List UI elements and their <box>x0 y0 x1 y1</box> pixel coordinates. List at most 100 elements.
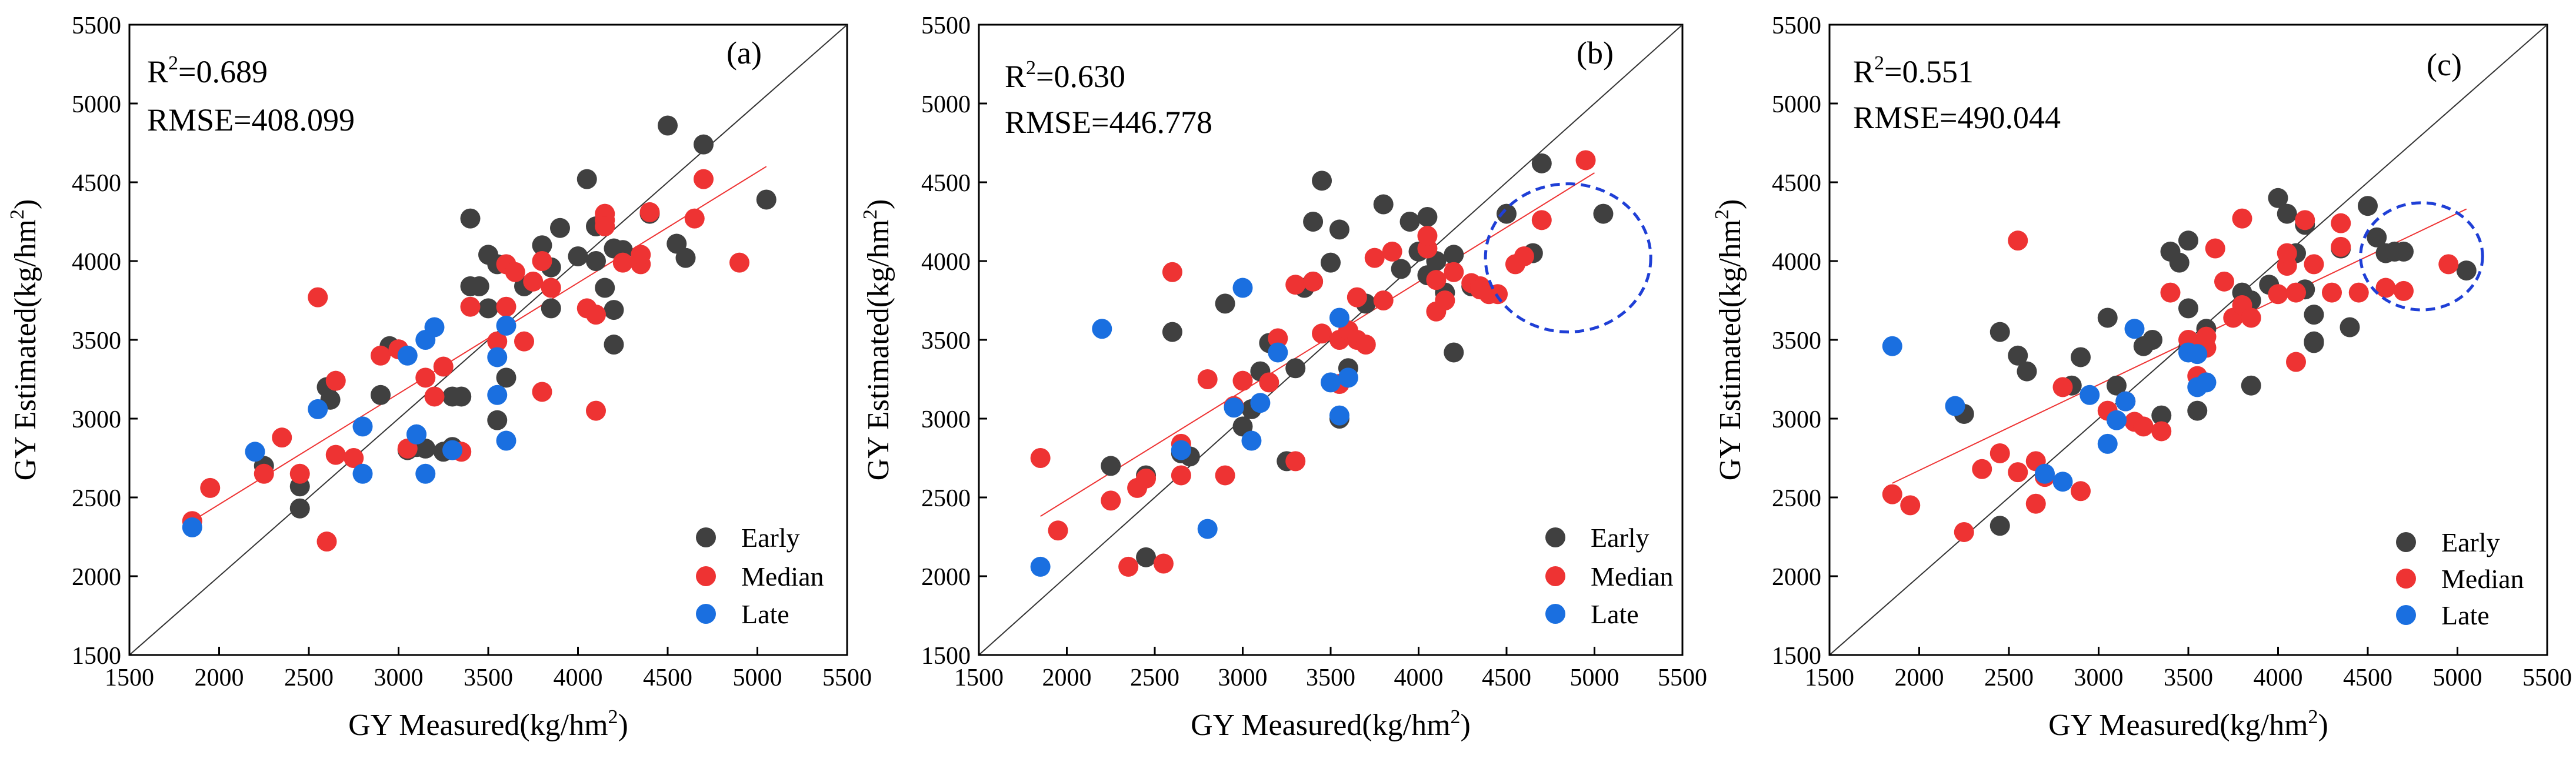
point-median <box>1882 484 1902 504</box>
point-median <box>1259 372 1279 393</box>
point-early <box>568 246 588 266</box>
point-late <box>1882 336 1902 356</box>
point-late <box>2115 391 2136 412</box>
point-median <box>2008 462 2028 483</box>
y-axis-label: GY Estimated(kg/hm2) <box>1711 199 1747 481</box>
x-tick-label: 5500 <box>1658 664 1707 691</box>
point-median <box>1426 270 1447 290</box>
point-late <box>1338 367 1358 388</box>
point-early <box>1593 203 1614 224</box>
point-median <box>1285 451 1306 472</box>
point-median <box>541 278 561 298</box>
point-early <box>2456 260 2477 281</box>
point-early <box>1497 203 1517 224</box>
point-late <box>415 463 436 484</box>
point-median <box>1136 468 1157 489</box>
point-early <box>1215 293 1235 314</box>
y-tick-label: 2000 <box>1772 564 1821 591</box>
point-late <box>245 442 265 462</box>
point-early <box>675 248 696 268</box>
r2-value: =0.630 <box>1036 59 1125 94</box>
point-late <box>496 430 516 451</box>
point-median <box>496 296 516 317</box>
legend-label-early: Early <box>1591 523 1649 553</box>
point-late <box>2187 344 2208 365</box>
x-tick-label: 3500 <box>2164 664 2213 691</box>
legend-marker-late <box>2396 605 2416 625</box>
point-late <box>2052 472 2073 492</box>
x-axis-label: GY Measured(kg/hm2) <box>1191 706 1471 742</box>
r2-superscript: 2 <box>1874 52 1884 74</box>
point-median <box>344 448 364 468</box>
r2-annotation: R2=0.689 <box>147 52 268 89</box>
legend-label-late: Late <box>741 599 789 629</box>
point-median <box>2008 230 2028 251</box>
point-median <box>1312 323 1332 344</box>
y-axis-label-main: GY Estimated(kg/hm <box>9 219 42 480</box>
highlight-circle <box>1484 182 1652 334</box>
point-median <box>2394 280 2414 301</box>
y-axis-label-sup: 2 <box>859 209 881 219</box>
point-early <box>2268 188 2288 208</box>
point-late <box>1030 556 1051 577</box>
point-late <box>352 416 373 437</box>
legend-label-late: Late <box>2441 600 2490 630</box>
point-early <box>2151 405 2172 426</box>
y-tick-label: 5000 <box>72 91 121 118</box>
point-late <box>397 345 418 366</box>
r2-superscript: 2 <box>168 52 178 74</box>
point-median <box>2331 213 2351 233</box>
legend-marker-early <box>696 527 716 547</box>
point-median <box>2438 254 2459 275</box>
point-median <box>2214 271 2234 292</box>
point-late <box>2080 385 2100 405</box>
x-tick-label: 4500 <box>2343 664 2392 691</box>
point-early <box>469 276 489 296</box>
point-median <box>1990 443 2010 463</box>
point-late <box>1197 519 1218 539</box>
point-median <box>1364 248 1385 268</box>
point-early <box>2017 361 2037 382</box>
y-tick-label: 5500 <box>72 12 121 39</box>
x-tick-label: 5000 <box>733 664 782 691</box>
point-early <box>2358 196 2378 216</box>
point-median <box>2268 284 2288 305</box>
y-tick-label: 4500 <box>921 170 971 197</box>
point-early <box>2071 347 2091 367</box>
point-median <box>1030 448 1051 468</box>
point-median <box>1575 150 1596 171</box>
point-median <box>2071 481 2091 502</box>
point-early <box>1303 212 1324 232</box>
y-axis-label-end: ) <box>862 199 895 209</box>
y-tick-label: 4000 <box>1772 249 1821 276</box>
x-axis-label-sup: 2 <box>1451 706 1461 728</box>
point-median <box>1444 262 1464 282</box>
y-axis-label-sup: 2 <box>6 209 28 219</box>
y-tick-label: 4500 <box>1772 170 1821 197</box>
point-early <box>1101 456 1121 476</box>
point-median <box>424 386 445 407</box>
x-tick-label: 5000 <box>1570 664 1619 691</box>
point-median <box>1162 262 1182 282</box>
point-late <box>1321 372 1341 393</box>
plot-area <box>129 25 847 655</box>
r2-annotation: R2=0.630 <box>1005 57 1125 94</box>
point-late <box>1250 393 1271 413</box>
y-tick-label: 1500 <box>72 643 121 670</box>
point-early <box>460 208 481 229</box>
point-median <box>1171 465 1191 486</box>
point-median <box>2151 421 2172 442</box>
point-early <box>1399 212 1420 232</box>
point-median <box>532 251 552 271</box>
point-early <box>1329 219 1349 240</box>
point-median <box>2304 254 2324 275</box>
y-axis-label-main: GY Estimated(kg/hm <box>862 219 895 480</box>
point-median <box>586 305 606 325</box>
x-tick-label: 3000 <box>374 664 424 691</box>
x-tick-label: 5500 <box>822 664 872 691</box>
point-late <box>1945 396 1965 416</box>
point-median <box>523 271 544 292</box>
x-axis-label: GY Measured(kg/hm2) <box>2048 706 2328 742</box>
